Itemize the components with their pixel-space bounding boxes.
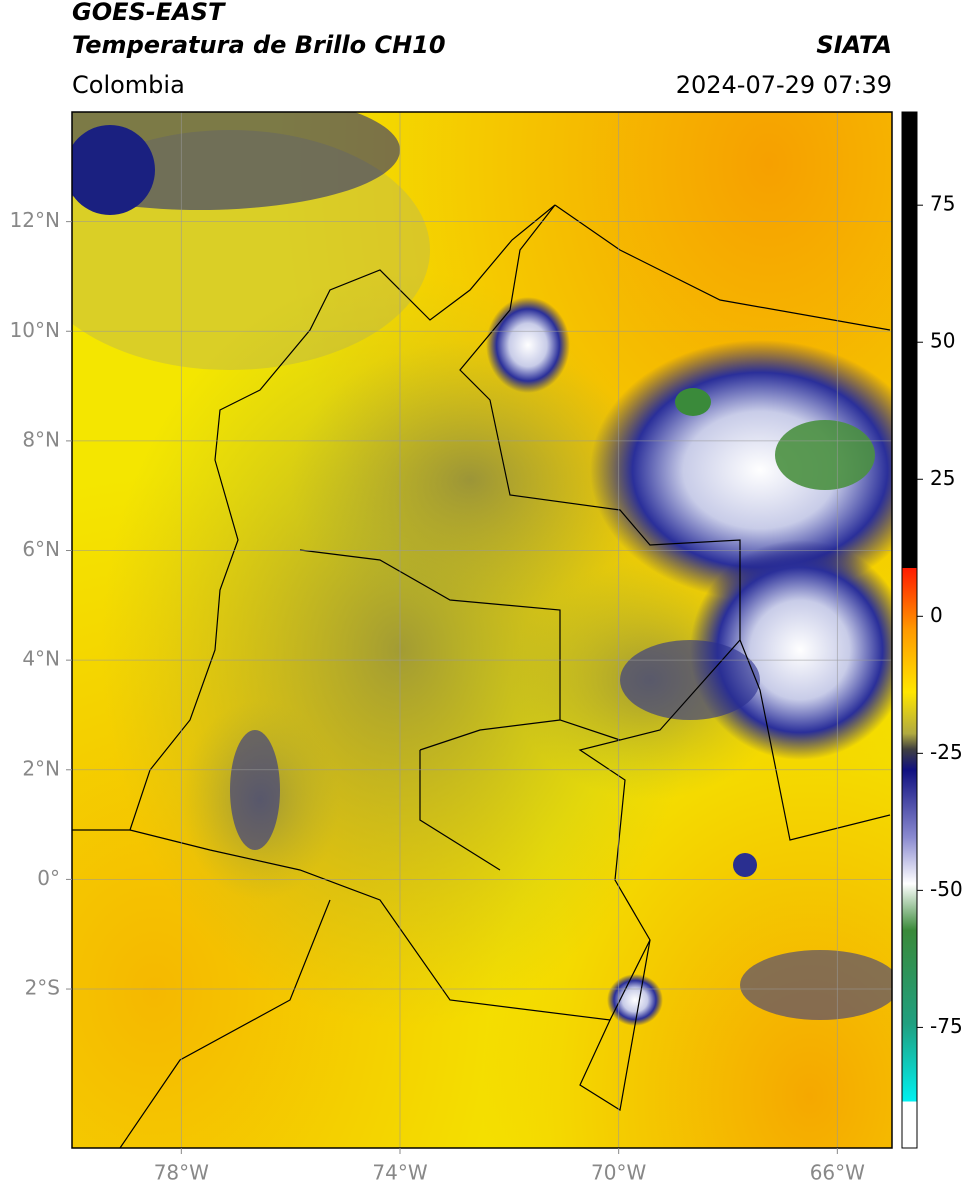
y-tick-label: 8°N xyxy=(22,427,60,451)
region: Colombia xyxy=(72,71,185,99)
y-tick-label: 2°S xyxy=(25,976,60,1000)
y-tick-label: 6°N xyxy=(22,537,60,561)
colorbar-tick-label: 50 xyxy=(930,329,955,353)
timestamp: 2024-07-29 07:39 xyxy=(676,71,892,99)
colorbar xyxy=(901,111,918,1149)
y-tick-label: 0° xyxy=(37,866,60,890)
x-tick-label: 78°W xyxy=(154,1161,209,1185)
x-tick-label: 70°W xyxy=(591,1161,646,1185)
map-frame xyxy=(71,111,893,1149)
colorbar-tick-label: -50 xyxy=(930,877,963,901)
x-tick-label: 66°W xyxy=(810,1161,865,1185)
x-tick-label: 74°W xyxy=(372,1161,427,1185)
source: SIATA xyxy=(816,31,892,59)
y-tick-label: 2°N xyxy=(22,756,60,780)
y-tick-label: 10°N xyxy=(10,318,60,342)
y-tick-label: 12°N xyxy=(10,208,60,232)
colorbar-tick-label: 25 xyxy=(930,466,955,490)
colorbar-tick-label: 0 xyxy=(930,603,943,627)
colorbar-tick-label: -75 xyxy=(930,1014,963,1038)
y-tick-label: 4°N xyxy=(22,647,60,671)
title: GOES-EAST xyxy=(72,0,226,26)
colorbar-tick-label: 75 xyxy=(930,192,955,216)
colorbar-tick-label: -25 xyxy=(930,740,963,764)
subtitle: Temperatura de Brillo CH10 xyxy=(72,31,446,59)
